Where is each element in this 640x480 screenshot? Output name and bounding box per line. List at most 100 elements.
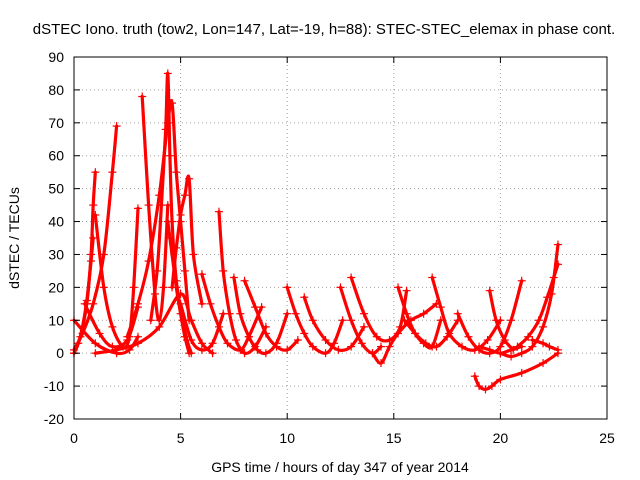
data-point xyxy=(357,339,366,348)
data-point xyxy=(176,299,185,308)
data-point xyxy=(300,293,309,302)
data-point xyxy=(507,345,516,354)
data-point xyxy=(347,273,356,282)
data-point xyxy=(336,283,345,292)
data-point xyxy=(308,342,317,351)
data-point xyxy=(539,359,548,368)
y-tick-label: 90 xyxy=(48,49,64,65)
data-point xyxy=(507,316,516,325)
data-point xyxy=(165,234,174,242)
data-series xyxy=(70,69,562,394)
data-point xyxy=(261,349,270,358)
data-point xyxy=(385,342,394,351)
data-point xyxy=(225,309,234,318)
y-axis-title: dSTEC / TECUs xyxy=(6,187,22,289)
data-point xyxy=(232,336,241,345)
data-point xyxy=(436,303,445,312)
data-point xyxy=(168,283,177,292)
data-point xyxy=(534,316,543,325)
data-point xyxy=(155,322,164,331)
data-point xyxy=(87,257,96,266)
x-tick-label: 5 xyxy=(177,430,185,446)
data-point xyxy=(180,191,189,200)
data-point xyxy=(80,299,89,308)
data-point xyxy=(180,332,189,341)
data-point xyxy=(197,345,206,354)
data-point xyxy=(372,332,381,341)
data-point xyxy=(539,322,548,331)
data-point xyxy=(483,336,492,345)
data-point xyxy=(517,276,526,285)
data-point xyxy=(180,266,189,275)
series-line xyxy=(232,275,289,356)
data-point xyxy=(553,260,562,269)
series-s29 xyxy=(496,240,562,361)
data-point xyxy=(402,286,411,295)
data-point xyxy=(138,92,147,101)
series-s25 xyxy=(428,273,505,354)
y-tick-label: 70 xyxy=(48,115,64,131)
data-point xyxy=(219,266,228,275)
data-point xyxy=(133,299,142,308)
data-point xyxy=(528,336,537,345)
data-point xyxy=(223,339,232,348)
data-point xyxy=(95,329,104,338)
y-tick-label: -10 xyxy=(44,378,64,394)
data-point xyxy=(112,122,121,131)
x-tick-label: 25 xyxy=(599,430,615,446)
data-point xyxy=(428,273,437,282)
data-point xyxy=(368,349,377,358)
data-point xyxy=(251,303,260,312)
data-point xyxy=(517,368,526,377)
data-point xyxy=(517,342,526,351)
data-point xyxy=(485,345,494,354)
series-line xyxy=(125,98,191,339)
data-point xyxy=(283,345,292,354)
data-point xyxy=(144,257,153,266)
data-point xyxy=(321,336,330,345)
data-point xyxy=(458,342,467,351)
series-s32 xyxy=(475,342,526,358)
data-point xyxy=(400,316,409,325)
data-point xyxy=(377,359,386,368)
axis-ticks xyxy=(73,56,608,420)
data-point xyxy=(89,201,98,210)
series-line xyxy=(488,289,515,352)
data-point xyxy=(208,349,217,358)
plot-frame xyxy=(73,56,608,420)
data-point xyxy=(91,339,100,348)
x-tick-label: 20 xyxy=(493,430,509,446)
data-point xyxy=(481,385,490,394)
data-point xyxy=(475,342,484,351)
data-point xyxy=(153,266,162,275)
data-point xyxy=(524,332,533,341)
data-point xyxy=(185,174,194,183)
x-tick-label: 10 xyxy=(279,430,295,446)
data-point xyxy=(91,210,100,219)
data-point xyxy=(165,151,174,160)
data-point xyxy=(492,316,501,325)
data-point xyxy=(99,283,108,292)
data-point xyxy=(155,191,164,200)
data-point xyxy=(168,99,177,108)
series-line xyxy=(349,275,409,343)
data-point xyxy=(321,349,330,358)
data-point xyxy=(159,283,168,292)
y-tick-label: 50 xyxy=(48,181,64,197)
y-tick-labels: -20 -10 0 10 20 30 40 50 60 70 80 90 xyxy=(44,49,64,427)
series-line xyxy=(402,318,460,349)
data-point xyxy=(197,299,206,308)
data-point xyxy=(543,293,552,302)
data-point xyxy=(261,329,270,338)
data-point xyxy=(133,204,142,213)
data-point xyxy=(377,342,386,351)
data-point xyxy=(214,322,223,331)
data-point xyxy=(453,309,462,318)
data-point xyxy=(359,322,368,331)
data-point xyxy=(553,345,562,354)
series-line xyxy=(515,262,560,349)
data-point xyxy=(208,339,217,348)
series-line xyxy=(200,272,264,352)
data-point xyxy=(475,382,484,391)
